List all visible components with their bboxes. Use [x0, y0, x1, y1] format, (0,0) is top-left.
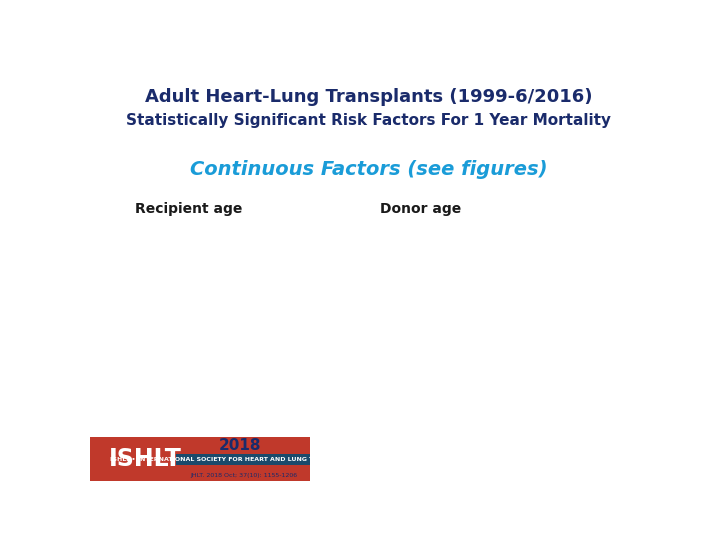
- Text: 2018: 2018: [218, 438, 261, 453]
- Text: Recipient age: Recipient age: [135, 202, 242, 216]
- Text: JHLT. 2018 Oct; 37(10): 1155-1206: JHLT. 2018 Oct; 37(10): 1155-1206: [190, 473, 297, 478]
- Text: Continuous Factors (see figures): Continuous Factors (see figures): [190, 160, 548, 179]
- FancyBboxPatch shape: [176, 454, 310, 465]
- Text: Statistically Significant Risk Factors For 1 Year Mortality: Statistically Significant Risk Factors F…: [127, 113, 611, 127]
- FancyBboxPatch shape: [90, 437, 310, 481]
- Text: ISHLT • INTERNATIONAL SOCIETY FOR HEART AND LUNG TRANSPLANTATION: ISHLT • INTERNATIONAL SOCIETY FOR HEART …: [110, 457, 377, 462]
- Text: Donor age: Donor age: [380, 202, 462, 216]
- Text: ISHLT: ISHLT: [109, 447, 182, 470]
- Text: Adult Heart-Lung Transplants (1999-6/2016): Adult Heart-Lung Transplants (1999-6/201…: [145, 87, 593, 106]
